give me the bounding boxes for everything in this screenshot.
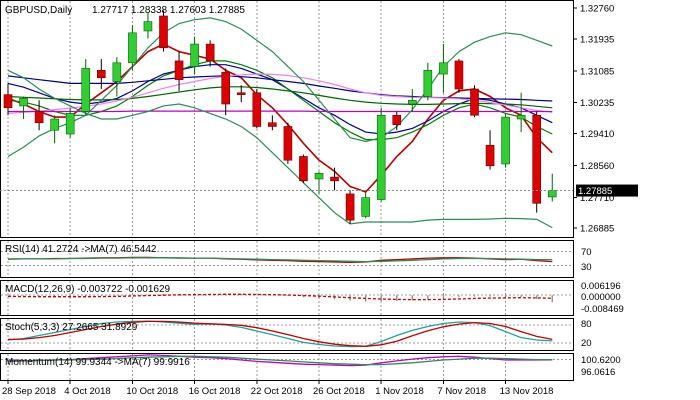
candle-down [454,60,464,90]
candle-up [128,32,137,64]
candle-up [423,70,433,97]
indicator-panel-label: Momentum(14) 99.9344 ->MA(7) 99.9916 [5,357,190,368]
date-axis-label: 22 Oct 2018 [251,386,303,397]
candle-up [50,118,59,131]
overlay-line-8 [7,69,553,229]
overlay-line-4 [7,86,553,109]
chart-ohlc-label: 1.27717 1.28338 1.27603 1.27885 [92,5,245,16]
date-axis-label: 7 Nov 2018 [437,386,486,397]
price-axis-label: 1.31935 [580,35,614,46]
candle-down [34,111,44,124]
indicator-panel-2: Stoch(5,3,3) 27.2665 31.8929 80 20 [0,318,592,351]
current-price-tag [576,184,638,197]
indicator-axis-label: 80 [581,319,592,330]
candle-up [361,197,370,217]
current-price-tag-label: 1.27885 [578,186,612,197]
candle-up [501,116,510,165]
candle-down [97,70,106,79]
candle-down [330,176,339,182]
price-axis-label: 1.31085 [580,66,614,77]
date-axis-label: 16 Oct 2018 [189,386,241,397]
candle-up [516,114,526,120]
candle-down [283,126,293,161]
overlay-line-3 [7,75,553,102]
candle-down [236,92,246,95]
indicator-panel-3: Momentum(14) 99.9344 ->MA(7) 99.9916 100.… [0,353,621,381]
candle-down [205,43,215,62]
candle-down [299,156,308,182]
indicator-overlays [7,17,553,229]
overlay-line-5 [7,73,553,114]
indicator-panel-0: RSI(14) 41.2724 ->MA(7) 46.5442 70 30 [0,240,592,278]
date-axis: 28 Sep 2018 4 Oct 2018 10 Oct 2018 16 Oct 2… [2,380,553,397]
candle-up [376,114,386,200]
candle-down [268,122,277,127]
indicator-axis-label: 96.0616 [581,367,615,378]
indicator-series-0 [7,293,553,301]
indicator-axis-label: 30 [581,262,592,273]
chart-symbol-label: GBPUSD,Daily [5,5,72,16]
indicator-series-1 [8,257,553,263]
candle-up [19,98,28,107]
price-axis-label: 1.29410 [580,129,614,140]
indicator-panels: RSI(14) 41.2724 ->MA(7) 46.5442 70 30 MACD(… [0,240,624,381]
indicator-series-0 [7,354,553,367]
indicator-series-1 [8,355,553,366]
candle-down [485,144,495,167]
indicator-series-1 [7,320,553,347]
price-axis-label: 1.26885 [580,224,614,235]
date-axis-label: 26 Oct 2018 [313,386,365,397]
price-panel-frame [0,0,574,238]
indicator-series-0 [7,320,553,348]
price-axis: 1.32760 1.31935 1.31085 1.30235 1.29410 1.285… [573,4,614,235]
indicator-panel-label: Stoch(5,3,3) 27.2665 31.8929 [5,322,138,333]
candles [3,10,557,224]
candle-up [314,173,324,180]
price-axis-label: 1.28560 [580,161,614,172]
indicator-panel-1: MACD(12,26,9) -0.003722 -0.001629 0.00619… [0,280,624,316]
candle-down [532,114,542,204]
candle-up [143,21,153,32]
candle-down [345,193,355,221]
price-panel: GBPUSD,Daily 1.27717 1.28338 1.27603 1.2… [0,0,638,238]
candle-up [65,113,75,135]
candle-up [547,190,557,198]
candle-down [3,94,13,109]
candle-down [174,60,184,80]
indicator-panel-label: MACD(12,26,9) -0.003722 -0.001629 [5,284,171,295]
date-axis-label: 1 Nov 2018 [375,386,424,397]
date-axis-label: 10 Oct 2018 [126,386,178,397]
price-axis-label: 1.27710 [580,193,614,204]
candle-up [439,62,448,75]
overlay-line-7 [7,17,553,158]
indicator-axis-label: -0.008469 [581,304,624,315]
candle-up [112,62,122,82]
candle-down [392,114,402,125]
indicator-axis-label: 70 [581,247,592,258]
indicator-axis-label: 0.000000 [581,292,621,303]
candle-up [81,68,91,112]
candle-down [252,92,262,127]
price-axis-label: 1.32760 [580,4,614,15]
candle-down [159,15,168,49]
date-axis-label: 13 Nov 2018 [500,386,554,397]
indicator-axis-label: 20 [581,338,592,349]
candle-down [470,88,479,116]
overlay-line-0 [7,43,553,193]
date-axis-label: 4 Oct 2018 [64,386,110,397]
candle-up [407,99,417,105]
date-axis-label: 28 Sep 2018 [2,386,56,397]
candle-up [190,43,199,67]
candle-down [221,71,230,105]
indicator-axis-label: 100.6200 [581,355,621,366]
indicator-panel-label: RSI(14) 41.2724 ->MA(7) 46.5442 [5,244,157,255]
indicator-axis-label: 0.006196 [581,281,621,292]
price-axis-label: 1.30235 [580,98,614,109]
overlay-line-2 [7,60,553,141]
